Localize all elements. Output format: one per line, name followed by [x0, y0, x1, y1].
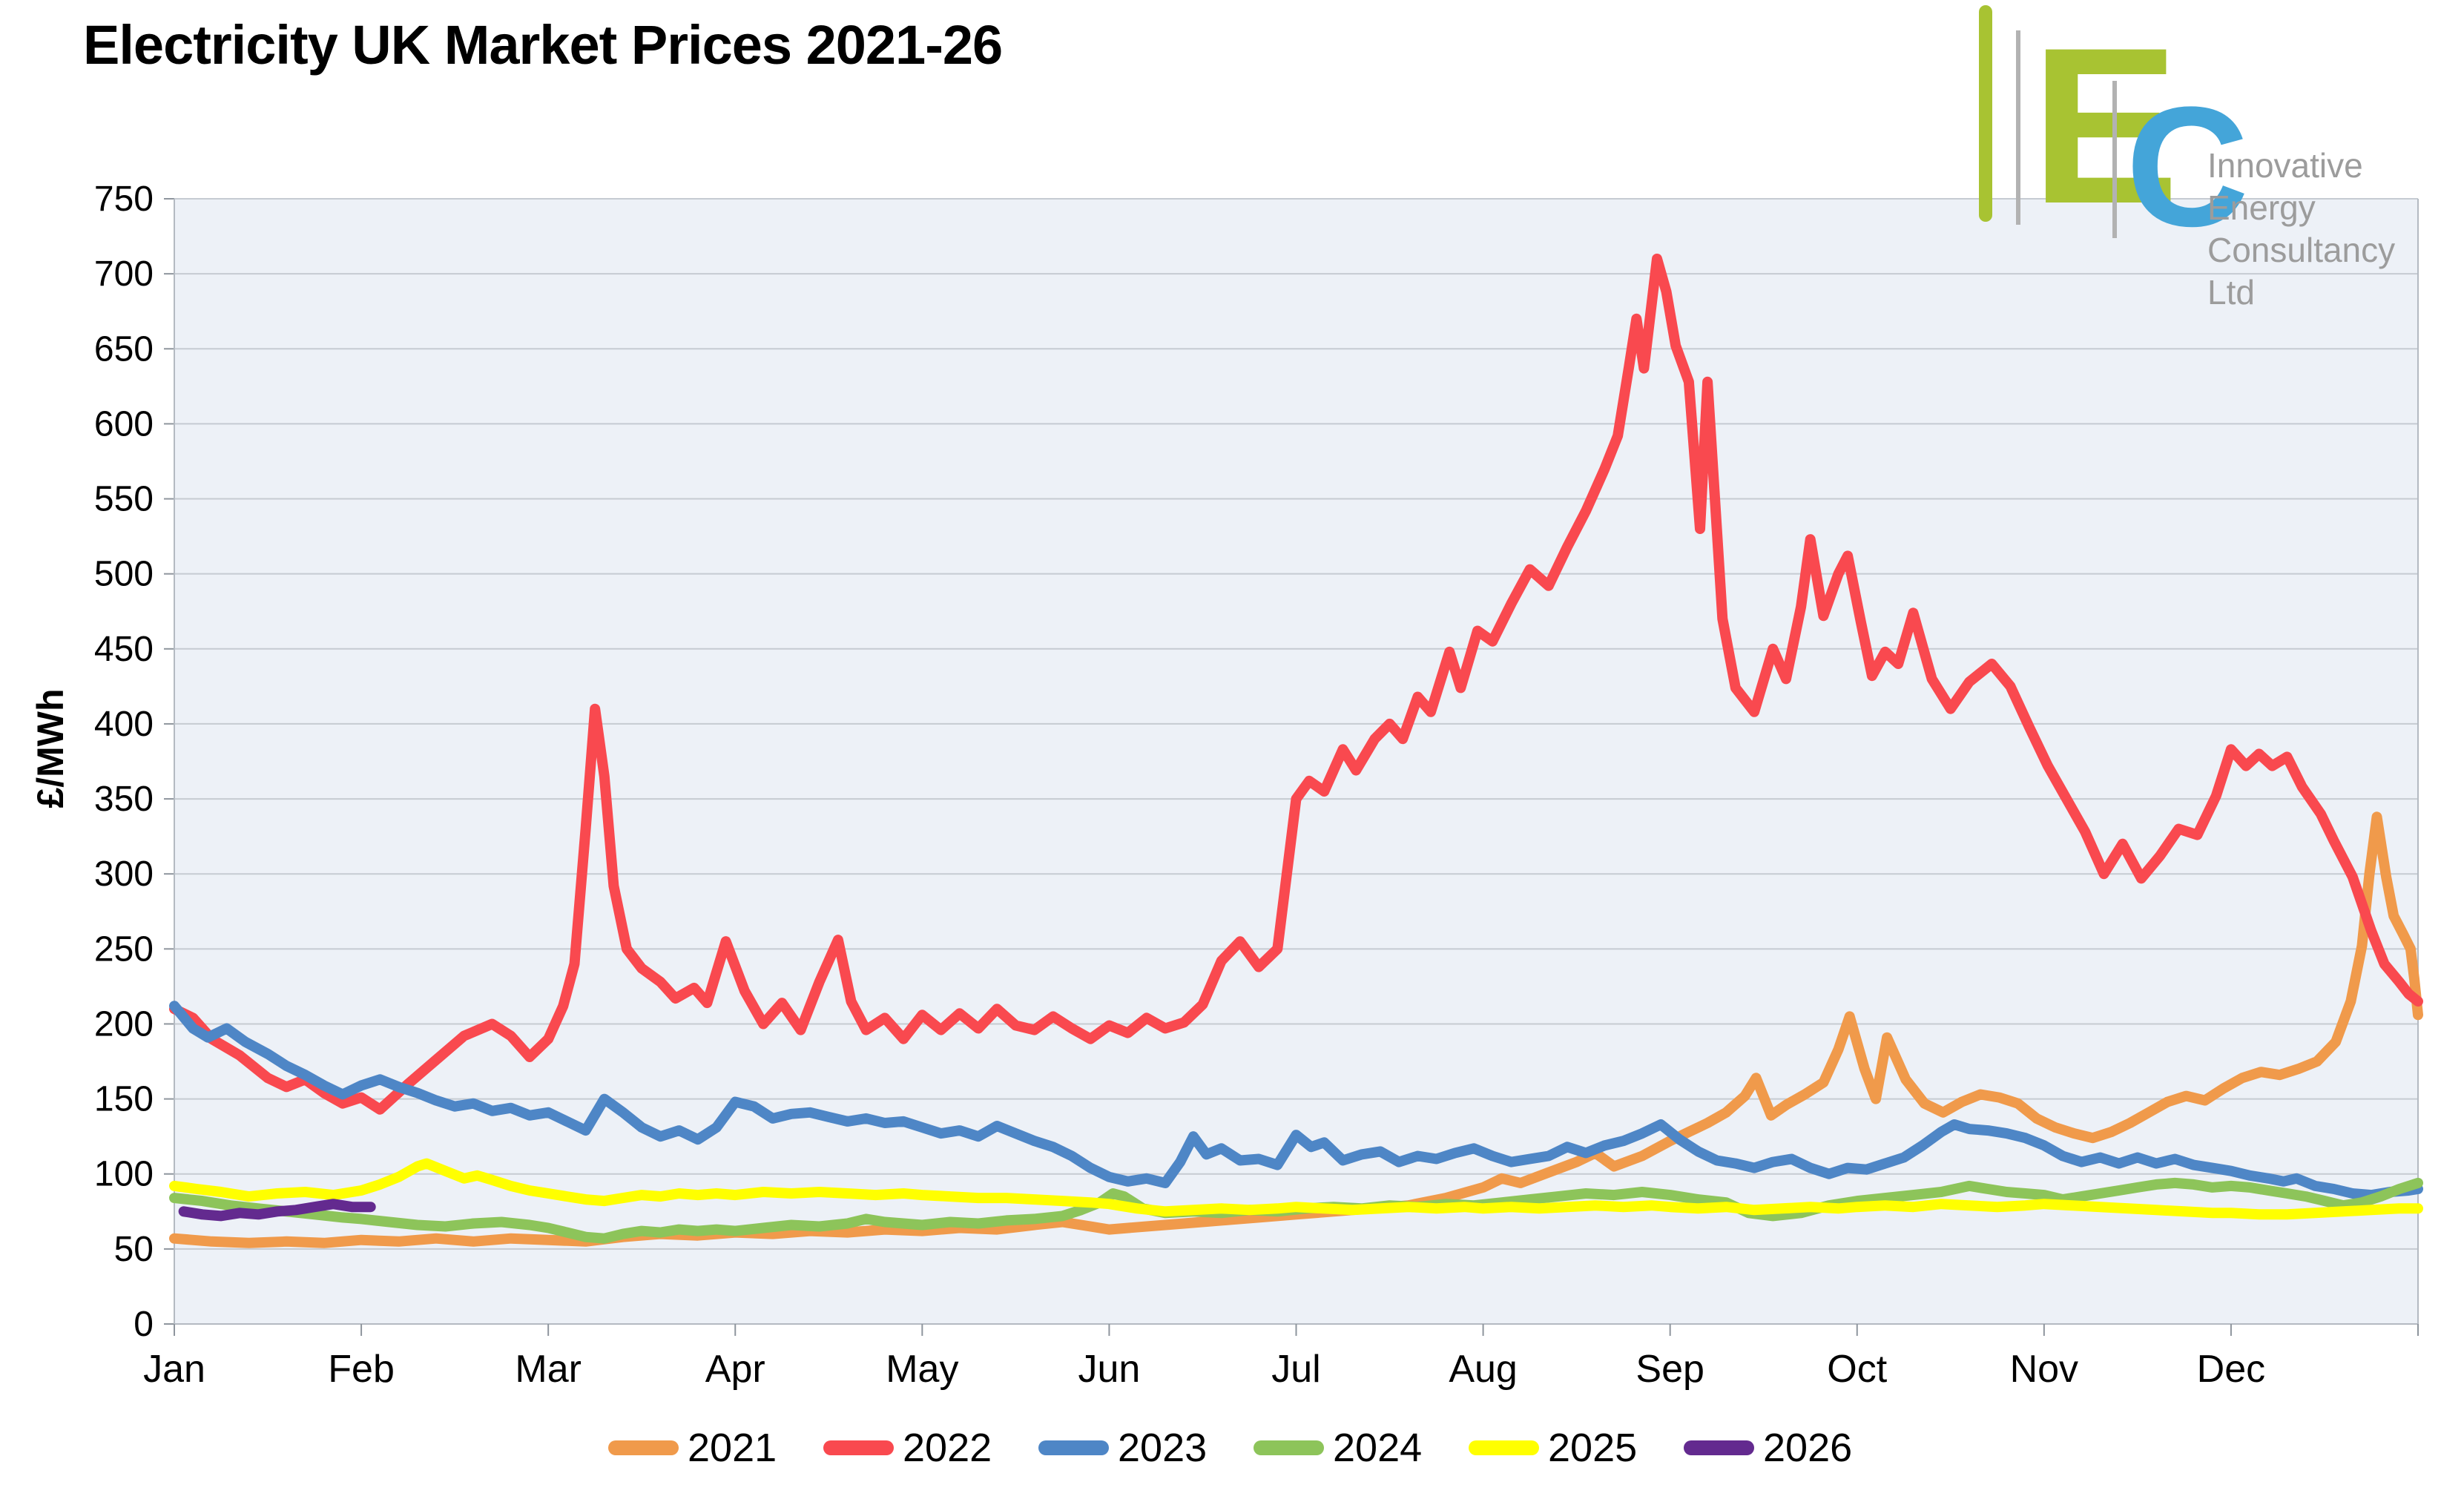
y-tick-label: 100 [94, 1155, 154, 1194]
logo-divider-icon [2016, 30, 2020, 225]
y-tick-label: 550 [94, 480, 154, 519]
x-tick-label: Dec [2197, 1348, 2265, 1391]
legend-swatch-2021 [608, 1440, 679, 1455]
x-tick-label: Apr [705, 1348, 765, 1391]
y-tick-label: 450 [94, 630, 154, 669]
logo-letter-e: E [2031, 1, 2180, 250]
series-line-2023 [169, 1001, 2423, 1201]
series-line-2025 [169, 1158, 2423, 1220]
legend-swatch-2022 [823, 1440, 894, 1455]
legend-item: 2023 [1038, 1426, 1207, 1470]
x-tick-label: Sep [1635, 1348, 1704, 1391]
y-tick-label: 400 [94, 705, 154, 744]
y-tick-label: 600 [94, 404, 154, 444]
legend-item: 2021 [608, 1426, 777, 1470]
series-line-2022 [169, 253, 2423, 1115]
y-tick-label: 200 [94, 1004, 154, 1044]
x-tick-label: Feb [328, 1348, 395, 1391]
legend-swatch-2024 [1254, 1440, 1324, 1455]
y-axis-title: £/MWh [30, 688, 71, 808]
plot-background [174, 199, 2418, 1324]
legend-swatch-2026 [1684, 1440, 1754, 1455]
y-tick-label: 700 [94, 254, 154, 294]
x-tick-label: May [886, 1348, 958, 1391]
y-tick-label: 300 [94, 854, 154, 894]
y-tick-label: 0 [134, 1305, 154, 1344]
legend-label-2025: 2025 [1548, 1426, 1637, 1470]
company-logo: E C Innovative Energy Consultancy Ltd [1973, 1, 2448, 312]
x-tick-label: Aug [1449, 1348, 1518, 1391]
x-tick-label: Mar [515, 1348, 582, 1391]
y-tick-label: 750 [94, 179, 154, 219]
legend-item: 2025 [1469, 1426, 1637, 1470]
logo-bar-icon [1979, 5, 1992, 222]
legend-swatch-2025 [1469, 1440, 1539, 1455]
y-tick-label: 500 [94, 555, 154, 594]
legend-label-2022: 2022 [903, 1426, 992, 1470]
logo-letter-c: C [2126, 71, 2250, 262]
series-line-2026 [178, 1199, 376, 1222]
legend-label-2024: 2024 [1333, 1426, 1422, 1470]
y-tick-label: 150 [94, 1080, 154, 1119]
y-tick-label: 650 [94, 329, 154, 369]
x-tick-label: Jun [1078, 1348, 1140, 1391]
chart-title: Electricity UK Market Prices 2021-26 [83, 14, 1003, 76]
y-tick-label: 350 [94, 780, 154, 819]
legend-swatch-2023 [1038, 1440, 1109, 1455]
logo-company-name: Innovative Energy Consultancy Ltd [2207, 146, 2396, 312]
y-tick-label: 50 [114, 1230, 154, 1269]
legend-item: 2024 [1254, 1426, 1422, 1470]
legend-item: 2026 [1684, 1426, 1852, 1470]
x-tick-label: Oct [1827, 1348, 1887, 1391]
legend-label-2021: 2021 [688, 1426, 777, 1470]
logo-divider-icon [2112, 81, 2117, 238]
y-tick-label: 250 [94, 929, 154, 969]
legend-label-2026: 2026 [1763, 1426, 1852, 1470]
x-tick-label: Jul [1271, 1348, 1320, 1391]
x-tick-label: Nov [2010, 1348, 2078, 1391]
legend-label-2023: 2023 [1118, 1426, 1207, 1470]
legend-item: 2022 [823, 1426, 992, 1470]
x-tick-label: Jan [143, 1348, 205, 1391]
